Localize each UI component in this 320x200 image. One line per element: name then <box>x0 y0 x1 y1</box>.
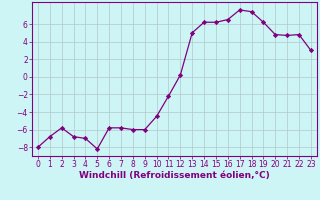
X-axis label: Windchill (Refroidissement éolien,°C): Windchill (Refroidissement éolien,°C) <box>79 171 270 180</box>
